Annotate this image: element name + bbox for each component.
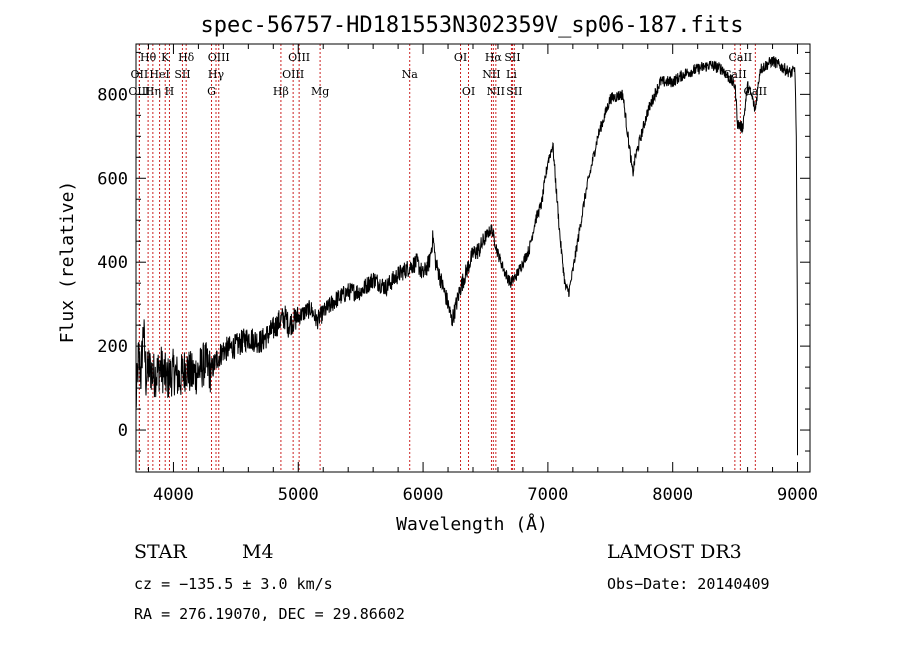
x-tick-label: 7000 xyxy=(527,485,568,505)
footer-info: STAR M4 LAMOST DR3 cz = −135.5 ± 3.0 km/… xyxy=(134,541,770,623)
x-tick-label: 4000 xyxy=(153,485,194,505)
spectral-line-markers xyxy=(138,44,756,472)
spectral-line-label: SII xyxy=(506,85,522,98)
x-tick-label: 8000 xyxy=(652,485,693,505)
observation-date: Obs−Date: 20140409 xyxy=(607,575,770,593)
x-tick-label: 9000 xyxy=(777,485,818,505)
y-tick-label: 400 xyxy=(97,253,128,273)
spectral-line-label: OI xyxy=(454,51,467,64)
spectral-line-label: OII xyxy=(131,68,149,81)
y-tick-label: 800 xyxy=(97,85,128,105)
spectral-line-label: Hβ xyxy=(273,85,289,98)
spectral-line-label: Hη xyxy=(145,85,161,98)
spectral-line-label: Na xyxy=(402,68,419,81)
spectral-line-label: G xyxy=(207,85,216,98)
x-tick-label: 6000 xyxy=(403,485,444,505)
spectral-line-label: OIII xyxy=(288,51,310,64)
spectral-line-label: NII xyxy=(482,68,500,81)
spectral-line-label: H xyxy=(165,85,175,98)
chart-title: spec-56757-HD181553N302359V_sp06-187.fit… xyxy=(200,13,743,38)
coordinates: RA = 276.19070, DEC = 29.86602 xyxy=(134,605,405,623)
y-axis-ticks: 0 200 400 600 800 xyxy=(97,51,810,473)
object-type: STAR xyxy=(134,541,187,563)
spectral-line-label: Li xyxy=(506,68,517,81)
spectral-line-label: Hθ xyxy=(140,51,157,64)
y-tick-label: 600 xyxy=(97,169,128,189)
spectral-line-label: OI xyxy=(462,85,475,98)
spectral-line-label: OIII xyxy=(282,68,304,81)
spectral-line-label: K xyxy=(161,51,170,64)
flux-series-line xyxy=(135,56,798,456)
spectral-line-label: SII xyxy=(174,68,190,81)
spectral-line-label: CaII xyxy=(729,51,753,64)
spectral-line-label: Mg xyxy=(311,85,329,98)
spectral-subclass: M4 xyxy=(242,541,274,563)
spectral-line-label: OIII xyxy=(208,51,230,64)
spectral-line-label: Hα xyxy=(485,51,503,64)
spectral-line-label: HeI xyxy=(149,68,169,81)
y-tick-label: 200 xyxy=(97,337,128,357)
x-axis-ticks: 4000 5000 6000 7000 8000 9000 xyxy=(147,44,818,505)
y-axis-label: Flux (relative) xyxy=(57,181,78,344)
redshift-cz: cz = −135.5 ± 3.0 km/s xyxy=(134,575,333,593)
spectral-line-label: Hδ xyxy=(178,51,195,64)
spectral-line-label: SII xyxy=(504,51,520,64)
x-axis-label: Wavelength (Å) xyxy=(396,513,548,535)
spectral-line-label: NII xyxy=(487,85,505,98)
y-tick-label: 0 xyxy=(118,421,128,441)
plot-frame xyxy=(135,43,811,473)
survey-name: LAMOST DR3 xyxy=(607,541,742,563)
spectral-line-label: Hγ xyxy=(208,68,225,81)
x-tick-label: 5000 xyxy=(278,485,319,505)
